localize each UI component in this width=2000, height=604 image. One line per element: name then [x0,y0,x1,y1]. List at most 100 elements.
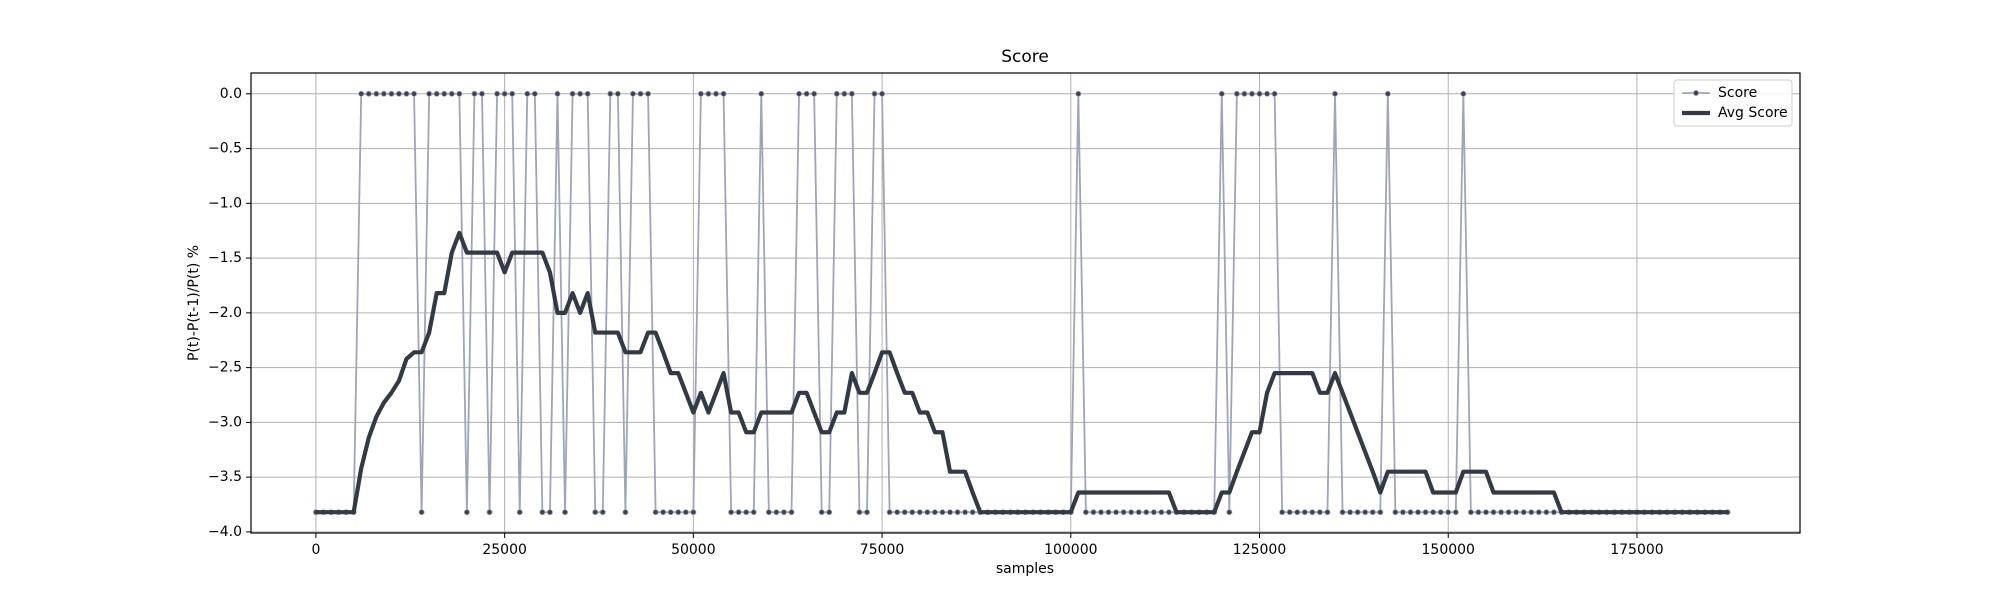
data-point [441,90,448,97]
data-point [1369,509,1376,516]
data-point [713,90,720,97]
data-point [886,509,893,516]
data-point [569,90,576,97]
x-tick-label: 150000 [1422,542,1475,558]
data-point [780,509,787,516]
data-point [554,90,561,97]
data-point [1475,509,1482,516]
data-point [577,90,584,97]
data-point [735,509,742,516]
data-point [426,90,433,97]
data-point [675,509,682,516]
data-point [728,509,735,516]
x-axis-label: samples [996,561,1054,577]
data-point [1082,509,1089,516]
data-point [667,509,674,516]
data-point [652,509,659,516]
data-point [750,509,757,516]
data-point [1520,509,1527,516]
data-point [1445,509,1452,516]
data-point [1535,509,1542,516]
data-point [690,509,697,516]
data-point [894,509,901,516]
data-point [1452,509,1459,516]
data-point [1294,509,1301,516]
data-point [811,90,818,97]
data-point [592,509,599,516]
y-tick-label: −1.5 [208,250,242,266]
data-point [1505,509,1512,516]
data-point [403,90,410,97]
data-point [1482,509,1489,516]
data-point [1120,509,1127,516]
data-point [682,509,689,516]
data-point [818,509,825,516]
y-tick-label: −2.0 [208,305,242,321]
data-point [1331,90,1338,97]
data-point [1271,90,1278,97]
data-point [599,509,606,516]
data-point [939,509,946,516]
data-point [373,90,380,97]
y-tick-label: 0.0 [220,86,242,102]
plot-frame [250,72,1801,534]
y-axis-label: P(t)-P(t-1)/P(t) % [186,245,202,361]
data-point [622,509,629,516]
x-tick-label: 100000 [1044,542,1097,558]
data-point [584,90,591,97]
data-point [1158,509,1165,516]
data-point [539,509,546,516]
y-tick-label: −0.5 [208,141,242,157]
data-point [365,90,372,97]
data-point [1339,509,1346,516]
series-line [315,230,1728,515]
data-point [463,509,470,516]
data-point [962,509,969,516]
data-point [969,509,976,516]
x-tick-label: 175000 [1610,542,1663,558]
data-point [1354,509,1361,516]
x-tick-label: 75000 [860,542,905,558]
data-point [546,509,553,516]
data-point [788,509,795,516]
data-point [562,509,569,516]
data-point [1226,509,1233,516]
y-tick-label: −3.0 [208,414,242,430]
data-point [841,90,848,97]
data-point [531,90,538,97]
data-point [924,509,931,516]
data-point [1324,509,1331,516]
data-point [614,90,621,97]
data-point [1543,509,1550,516]
data-point [1513,509,1520,516]
data-point [471,90,478,97]
data-point [486,509,493,516]
data-point [871,90,878,97]
data-point [524,90,531,97]
data-point [954,509,961,516]
data-point [358,90,365,97]
data-point [1377,509,1384,516]
data-point [1128,509,1135,516]
data-point [629,90,636,97]
data-point [645,90,652,97]
data-point [1248,90,1255,97]
data-point [1165,509,1172,516]
data-point [1233,90,1240,97]
data-point [1498,509,1505,516]
series-line [315,92,1728,514]
data-point [1286,509,1293,516]
data-point [1399,509,1406,516]
data-point [765,509,772,516]
data-point [1279,509,1286,516]
data-point [418,509,425,516]
data-point [947,509,954,516]
data-point [1113,509,1120,516]
data-point [1430,509,1437,516]
data-point [637,90,644,97]
data-point [909,509,916,516]
data-point [848,90,855,97]
data-point [1415,509,1422,516]
data-point [395,90,402,97]
